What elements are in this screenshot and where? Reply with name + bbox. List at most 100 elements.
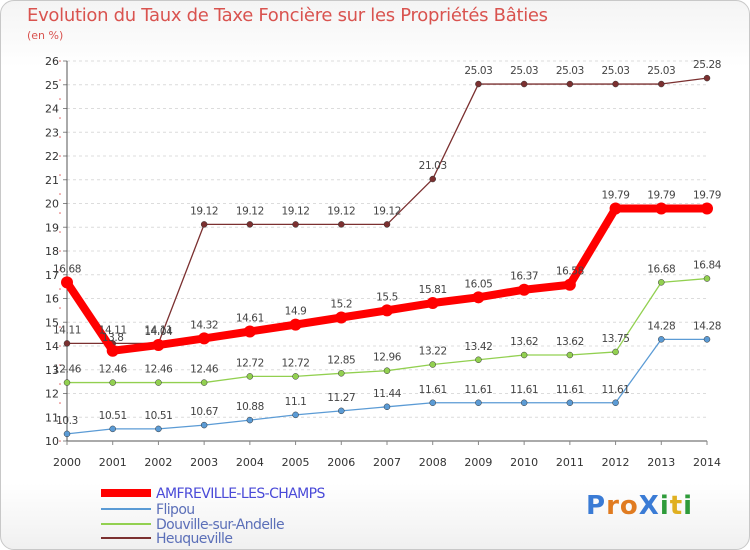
data-label: 25.03 [647,65,675,77]
data-label: 14.04 [144,326,173,338]
logo-letter: t [669,491,684,521]
data-point [566,399,574,407]
data-point [109,425,116,433]
data-label: 12.46 [99,364,128,376]
x-tick-label: 2001 [99,456,127,469]
y-tick-label: 18 [45,245,59,258]
y-tick-label: 10 [45,435,59,448]
x-tick-label: 2008 [419,456,447,469]
margin-dot [59,307,61,309]
data-point [475,399,482,407]
logo-letter: i [683,491,694,521]
margin-dot [59,440,61,442]
margin-dot [59,250,61,252]
data-label: 14.28 [693,320,721,332]
data-point [200,379,208,386]
x-tick-label: 2004 [236,456,264,469]
data-point [609,202,622,215]
data-point [475,80,482,88]
y-tick-label: 22 [45,150,59,163]
margin-dot [59,117,61,119]
data-label: 21.03 [419,160,447,172]
margin-dot [59,269,61,271]
data-label: 14.11 [53,324,81,336]
data-point [246,416,254,424]
data-point [292,221,299,228]
data-label: 10.51 [99,410,127,422]
chart-subtitle: (en %) [27,29,64,42]
data-label: 25.03 [464,65,492,77]
logo-letter: o [619,491,639,521]
data-label: 19.12 [282,205,310,217]
data-label: 10.51 [144,410,172,422]
data-point [338,407,345,415]
data-label: 16.68 [647,263,675,275]
data-label: 13.62 [556,336,584,348]
data-label: 14.9 [285,306,307,318]
data-point [155,379,162,386]
data-label: 16.05 [464,278,492,290]
x-tick-label: 2005 [282,456,310,469]
data-label: 25.03 [556,65,584,77]
x-tick-label: 2006 [327,456,355,469]
margin-dot [59,231,61,233]
data-label: 13.62 [510,336,538,348]
data-point [292,373,299,380]
data-label: 19.79 [647,189,675,201]
data-point [200,221,208,228]
data-label: 15.5 [376,291,398,303]
data-point [381,304,393,317]
legend-label: AMFREVILLE-LES-CHAMPS [156,486,325,502]
data-label: 11.61 [510,384,538,396]
logo-letter: i [659,491,670,521]
data-point [63,340,71,347]
data-label: 12.96 [373,352,402,364]
x-tick-label: 2003 [190,456,218,469]
data-label: 10.3 [56,415,78,427]
margin-dot [59,60,61,62]
legend-label: Douville-sur-Andelle [156,517,284,533]
data-label: 15.2 [330,299,352,311]
margin-dot [59,421,61,423]
data-label: 12.46 [144,364,173,376]
x-tick-label: 2009 [464,456,492,469]
data-label: 16.37 [510,271,538,283]
y-tick-label: 20 [45,198,59,211]
x-tick-label: 2000 [53,456,81,469]
data-point [520,399,528,407]
data-point [518,283,531,296]
data-label: 19.12 [327,205,355,217]
data-label: 15.81 [419,284,447,296]
margin-dot [59,383,61,385]
logo-letter: r [606,491,620,521]
logo-letter: X [638,491,660,521]
data-point [246,221,254,228]
legend: AMFREVILLE-LES-CHAMPSFlipouDouville-sur-… [101,486,326,547]
data-label: 16.84 [693,260,722,272]
data-point [703,336,711,343]
margin-dot [59,98,61,100]
data-point [658,336,665,343]
data-label: 10.67 [190,406,218,418]
data-point [703,275,711,282]
proxiti-logo: ProXiti [586,491,693,521]
data-label: 16.58 [556,266,584,278]
data-point [63,430,71,438]
data-label: 19.79 [693,189,721,201]
data-point [472,291,485,304]
x-tick-label: 2014 [693,456,721,469]
data-point [566,351,574,359]
data-label: 25.03 [510,65,538,77]
data-point [701,202,713,215]
margin-dot [59,174,61,176]
data-label: 13.42 [464,341,492,353]
x-tick-label: 2002 [144,456,172,469]
data-point [426,297,439,310]
data-point [703,74,711,82]
y-tick-label: 14 [45,340,59,353]
data-label: 19.79 [602,189,630,201]
y-tick-label: 23 [45,126,59,139]
data-label: 25.28 [693,59,721,71]
data-label: 19.12 [236,205,264,217]
